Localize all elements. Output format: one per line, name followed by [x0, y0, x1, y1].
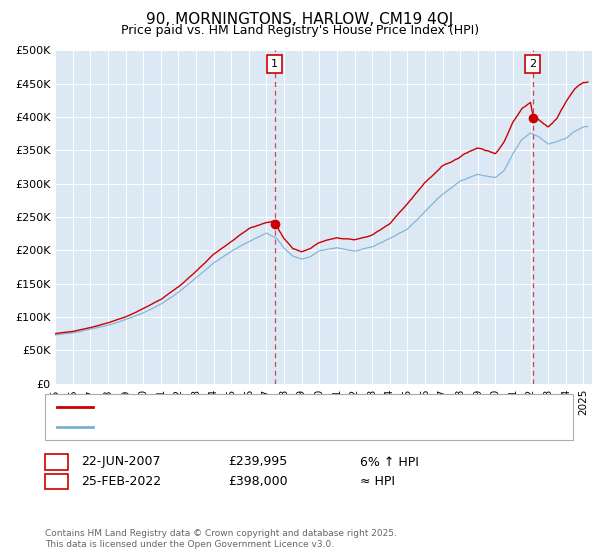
Text: HPI: Average price, semi-detached house, Harlow: HPI: Average price, semi-detached house,…	[102, 422, 378, 432]
Text: 2: 2	[52, 475, 61, 488]
Text: £239,995: £239,995	[228, 455, 287, 469]
Text: Price paid vs. HM Land Registry's House Price Index (HPI): Price paid vs. HM Land Registry's House …	[121, 24, 479, 36]
Text: Contains HM Land Registry data © Crown copyright and database right 2025.
This d: Contains HM Land Registry data © Crown c…	[45, 529, 397, 549]
Text: 1: 1	[52, 455, 61, 469]
Text: 90, MORNINGTONS, HARLOW, CM19 4QJ: 90, MORNINGTONS, HARLOW, CM19 4QJ	[146, 12, 454, 27]
Text: 2: 2	[529, 59, 536, 69]
Text: 1: 1	[271, 59, 278, 69]
Text: ≈ HPI: ≈ HPI	[360, 475, 395, 488]
Text: 25-FEB-2022: 25-FEB-2022	[81, 475, 161, 488]
Text: 22-JUN-2007: 22-JUN-2007	[81, 455, 161, 469]
Text: 6% ↑ HPI: 6% ↑ HPI	[360, 455, 419, 469]
Text: 90, MORNINGTONS, HARLOW, CM19 4QJ (semi-detached house): 90, MORNINGTONS, HARLOW, CM19 4QJ (semi-…	[102, 402, 458, 412]
Text: £398,000: £398,000	[228, 475, 287, 488]
